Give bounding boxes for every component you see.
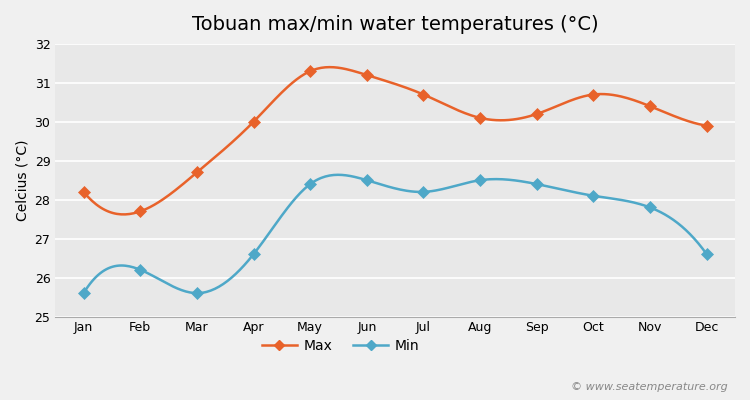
Text: © www.seatemperature.org: © www.seatemperature.org: [571, 382, 728, 392]
Y-axis label: Celcius (°C): Celcius (°C): [15, 140, 29, 221]
Title: Tobuan max/min water temperatures (°C): Tobuan max/min water temperatures (°C): [192, 15, 598, 34]
Legend: Max, Min: Max, Min: [256, 334, 425, 359]
